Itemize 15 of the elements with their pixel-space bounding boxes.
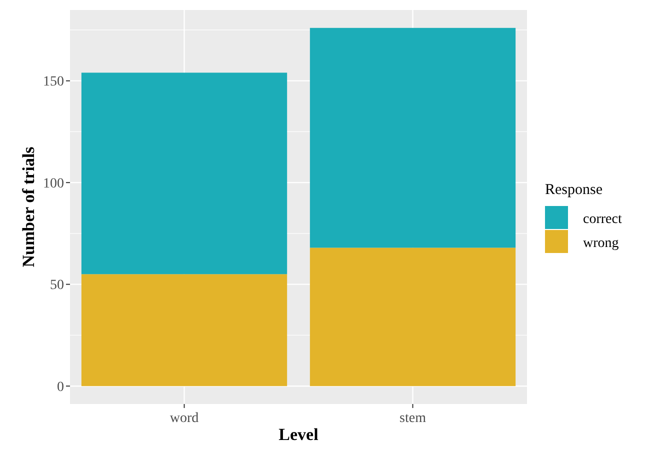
bar xyxy=(310,248,516,386)
y-axis-title: Number of trials xyxy=(19,146,38,268)
y-tick-label: 50 xyxy=(50,278,64,294)
bar xyxy=(81,274,288,386)
y-tick-label: 100 xyxy=(43,176,64,192)
x-axis-title: Level xyxy=(278,425,319,444)
x-tick-label: word xyxy=(170,411,199,426)
legend-title: Response xyxy=(545,182,603,198)
y-tick-label: 0 xyxy=(57,380,64,395)
legend-label: correct xyxy=(583,212,622,227)
bar xyxy=(81,72,288,274)
bar xyxy=(310,28,516,248)
legend-label: wrong xyxy=(583,236,619,251)
x-tick-label: stem xyxy=(400,411,426,426)
y-tick-label: 150 xyxy=(43,74,64,90)
